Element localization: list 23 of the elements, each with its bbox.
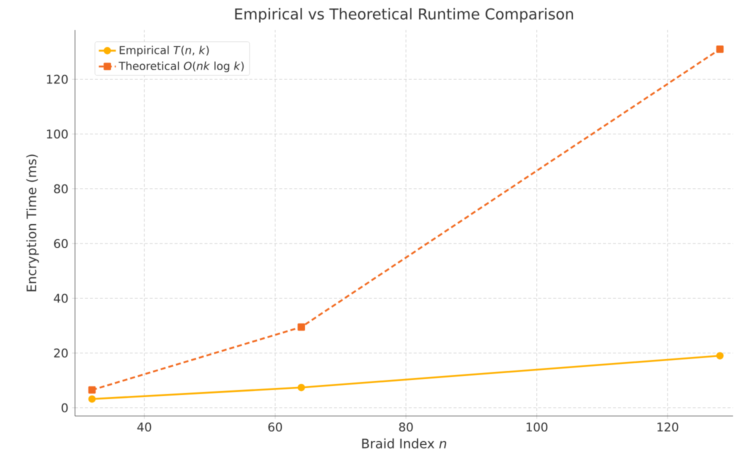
point xyxy=(716,45,724,53)
y-tick-label: 120 xyxy=(46,74,68,84)
x-axis-title: Braid Index n xyxy=(362,438,446,448)
x-tick-label: 100 xyxy=(526,422,548,432)
point xyxy=(88,395,96,403)
x-tick-label: 40 xyxy=(137,422,152,432)
legend-label: Empirical T(n, k) xyxy=(120,46,209,56)
point xyxy=(298,384,305,392)
y-tick-label: 80 xyxy=(54,184,68,194)
y-tick-label: 20 xyxy=(54,348,68,358)
y-tick-label: 60 xyxy=(54,239,68,248)
y-tick-label: 0 xyxy=(62,403,68,412)
x-tick-label: 80 xyxy=(399,422,413,432)
y-tick-label: 100 xyxy=(46,130,68,139)
point xyxy=(716,352,724,360)
y-tick-label: 40 xyxy=(54,294,68,303)
point xyxy=(88,386,96,394)
x-tick-label: 120 xyxy=(658,422,678,432)
legend-label: Theoretical O(nk log k) xyxy=(118,62,244,72)
chart-title: Empirical vs Theoretical Runtime Comparison xyxy=(235,8,573,22)
x-tick-label: 60 xyxy=(268,422,282,432)
y-axis-title: Encryption Time (ms) xyxy=(26,154,39,292)
point xyxy=(298,323,305,331)
